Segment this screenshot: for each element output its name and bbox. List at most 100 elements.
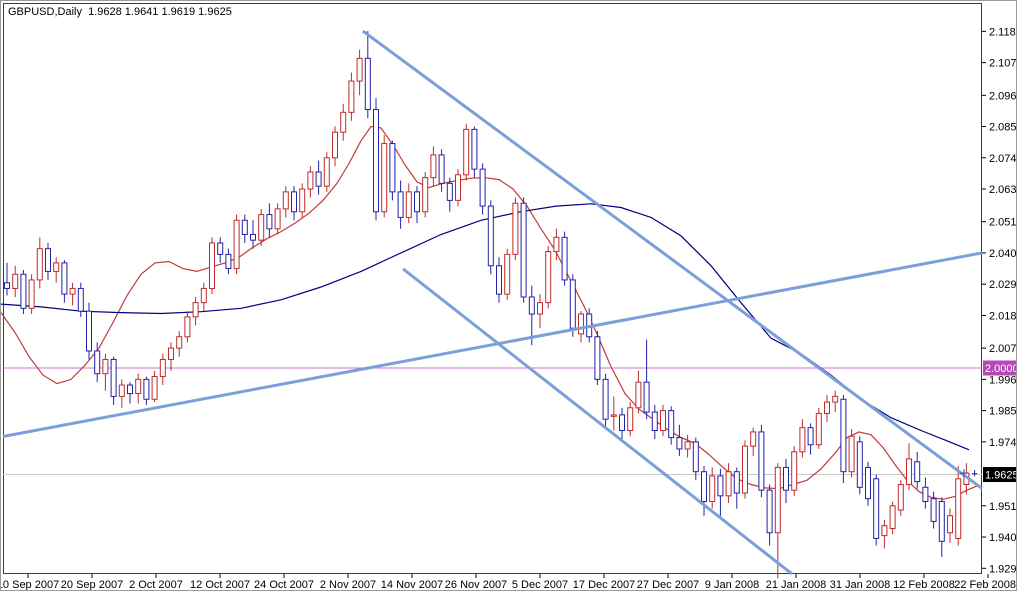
price-tick-label: 2.0295 [989, 279, 1017, 291]
candle [938, 497, 945, 557]
candle [824, 394, 830, 422]
candle [807, 423, 814, 455]
descending-channel-upper[interactable] [362, 29, 983, 490]
candle [660, 404, 666, 437]
price-tick-label: 2.0515 [989, 217, 1017, 229]
candle [110, 356, 117, 405]
candle [520, 197, 527, 303]
candle [414, 186, 420, 224]
candle [750, 427, 757, 457]
candle [783, 458, 789, 503]
time-tick-label: 27 Dec 2007 [637, 579, 699, 591]
candle [897, 480, 904, 516]
time-tick-label: 21 Jan 2008 [766, 579, 827, 591]
candle [684, 434, 691, 458]
candle [758, 424, 765, 498]
candle [627, 402, 634, 437]
candle [332, 126, 338, 167]
candle [192, 296, 199, 326]
candle [651, 404, 658, 440]
candle [159, 353, 166, 386]
candle [972, 469, 978, 477]
candle [438, 149, 445, 192]
candle [209, 237, 215, 295]
candle [118, 379, 125, 408]
candle [36, 237, 43, 289]
candle [151, 370, 158, 403]
candle [381, 135, 388, 218]
trendline-objects[interactable] [2, 29, 983, 576]
candle [455, 169, 461, 207]
candle [315, 160, 322, 195]
candle [241, 214, 248, 243]
candle [77, 282, 84, 317]
candle [4, 262, 10, 296]
time-axis[interactable]: 10 Sep 2007 20 Sep 2007 2 Oct 2007 12 Oct 2… [1, 574, 1016, 591]
candle [815, 407, 822, 449]
candle [12, 265, 19, 297]
candle [569, 274, 576, 337]
candle [422, 171, 429, 218]
time-tick-label: 2 Nov 2007 [320, 579, 376, 591]
svg-text:2.0000: 2.0000 [985, 363, 1017, 375]
candle [299, 183, 306, 218]
price-tick-label: 2.0185 [989, 310, 1017, 322]
price-tick-label: 1.9960 [989, 374, 1017, 386]
time-tick-label: 26 Nov 2007 [445, 579, 507, 591]
plot-area-border [3, 3, 982, 574]
candle [692, 437, 699, 481]
price-tick-label: 2.0960 [989, 90, 1017, 102]
candle [955, 466, 962, 546]
candle [799, 419, 806, 458]
chart-title-ohlc: GBPUSD,Daily 1.9628 1.9641 1.9619 1.9625 [8, 6, 232, 18]
candle [709, 467, 716, 509]
candle [914, 451, 921, 489]
price-tick-label: 2.1075 [989, 58, 1017, 70]
candle [430, 146, 437, 187]
candle [184, 311, 191, 343]
price-tick-label: 2.0850 [989, 122, 1017, 134]
candle [602, 373, 609, 428]
candle [45, 243, 51, 280]
candle [553, 228, 560, 261]
time-tick-label: 22 Feb 2008 [954, 579, 1016, 591]
time-tick-label: 12 Feb 2008 [893, 579, 955, 591]
candle [143, 376, 150, 405]
candle [922, 477, 929, 509]
candle [348, 72, 355, 121]
time-tick-label: 24 Oct 2007 [254, 579, 314, 591]
candle [561, 231, 568, 286]
candle [635, 370, 642, 414]
time-tick-label: 2 Oct 2007 [129, 579, 183, 591]
candle [766, 484, 773, 546]
ascending-support[interactable] [2, 251, 983, 438]
candle [512, 197, 519, 261]
descending-channel-lower[interactable] [402, 267, 793, 576]
time-tick-label: 10 Sep 2007 [1, 579, 59, 591]
candle [610, 396, 617, 431]
candle [217, 237, 224, 263]
time-tick-label: 9 Jan 2008 [705, 579, 759, 591]
time-tick-label: 12 Oct 2007 [190, 579, 250, 591]
last-price-badge: 1.9625 [983, 467, 1016, 483]
candle [61, 260, 68, 303]
price-tick-label: 2.1185 [989, 26, 1017, 38]
candle [135, 373, 142, 404]
candle [307, 166, 314, 198]
time-tick-label: 5 Dec 2007 [512, 579, 568, 591]
price-axis[interactable]: 2.1185 2.1075 2.0960 2.0850 2.0740 2.0630 2.05… [982, 26, 1017, 575]
candle [947, 508, 953, 543]
candle [266, 203, 273, 238]
candle [250, 220, 256, 249]
candle [225, 248, 232, 275]
candle [94, 342, 101, 383]
candle [840, 394, 847, 484]
candle [537, 294, 543, 329]
candle [733, 467, 740, 509]
candle [791, 446, 798, 496]
price-tick-label: 2.0405 [989, 248, 1017, 260]
candle [282, 186, 289, 218]
candle [86, 302, 92, 360]
